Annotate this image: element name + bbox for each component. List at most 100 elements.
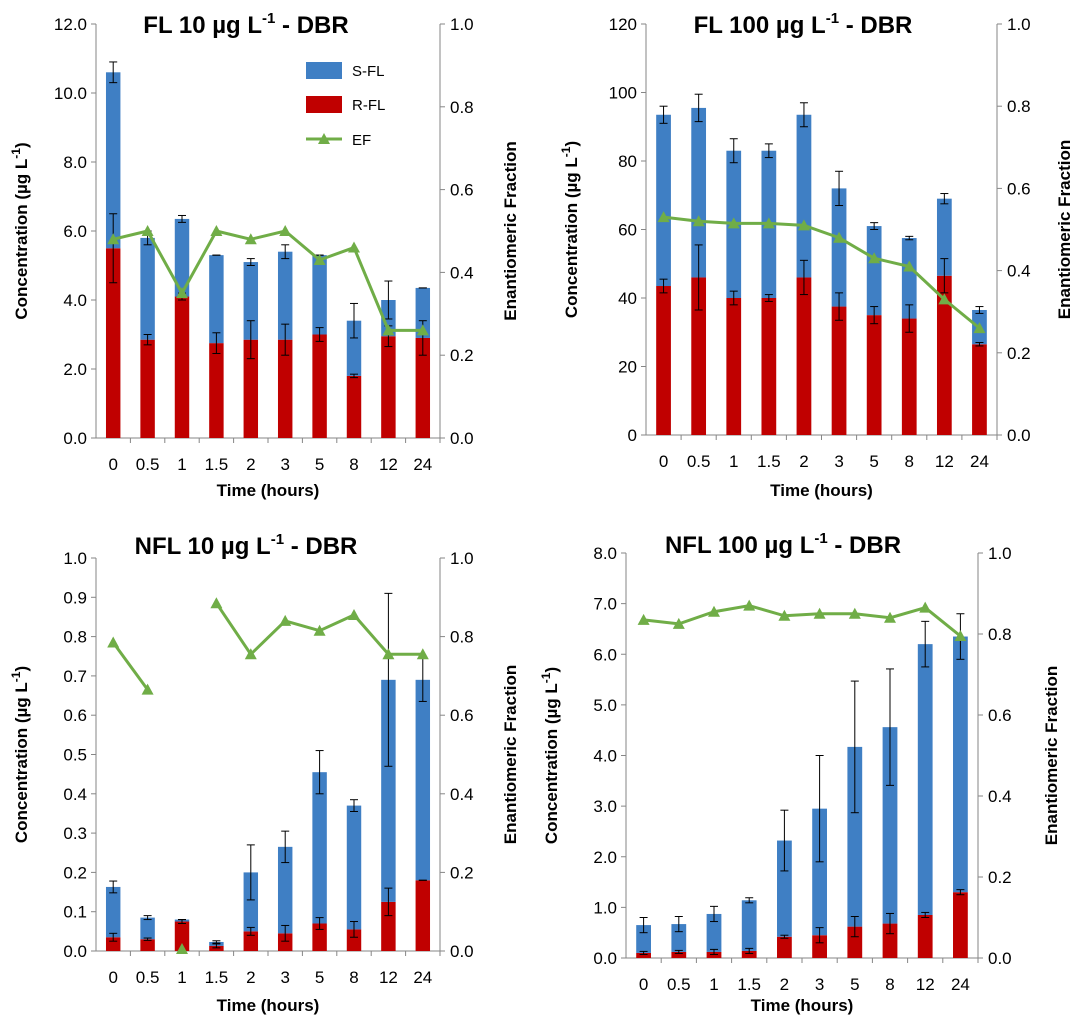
chart-title: FL 10 µg L-1 - DBR <box>143 10 348 39</box>
y-axis-label: Concentration (µg L-1) <box>539 667 561 844</box>
ef-marker <box>762 217 775 229</box>
ef-line <box>663 215 981 330</box>
bar-s-fl <box>831 188 847 307</box>
legend-marker-ef <box>318 133 330 144</box>
y-tick-label: 0.9 <box>63 588 87 607</box>
bar-r-fl <box>243 339 259 438</box>
y2-tick-label: 0.6 <box>450 181 474 200</box>
ef-marker <box>692 215 705 227</box>
y-tick-label: 4.0 <box>63 291 87 310</box>
x-tick-label: 1.5 <box>205 968 229 987</box>
x-tick-label: 0.5 <box>136 455 160 474</box>
bar-s-fl <box>243 872 259 932</box>
bar-r-fl <box>882 923 898 958</box>
y2-axis-label: Enantiomeric Fraction <box>501 665 520 844</box>
x-axis-label: Time (hours) <box>751 996 854 1015</box>
y-tick-label: 0.3 <box>63 824 87 843</box>
bar-s-fl <box>105 72 121 249</box>
ef-marker <box>176 943 188 955</box>
x-tick-label: 0 <box>659 452 668 471</box>
y-tick-label: 0.5 <box>63 746 87 765</box>
y-axis-label: Concentration (µg L-1) <box>9 142 31 319</box>
x-tick-label: 2 <box>246 968 255 987</box>
bar-s-fl <box>415 679 431 881</box>
chart-title-main: FL 10 µg L <box>143 12 262 39</box>
y-axis-label-main: Concentration (µg L <box>12 682 31 843</box>
x-tick-label: 3 <box>280 968 289 987</box>
y-tick-label: 0.7 <box>63 667 87 686</box>
ef-marker <box>778 609 791 621</box>
bar-r-fl <box>796 277 812 435</box>
ef-marker <box>210 597 223 609</box>
chart-title: FL 100 µg L-1 - DBR <box>694 10 913 39</box>
bar-r-fl <box>415 337 431 438</box>
y2-axis-label: Enantiomeric Fraction <box>1042 666 1061 845</box>
bar-s-fl <box>671 924 687 952</box>
x-tick-label: 0 <box>108 968 117 987</box>
bar-s-fl <box>741 900 757 951</box>
bar-r-fl <box>671 951 687 958</box>
y-tick-label: 0.1 <box>63 903 87 922</box>
y-axis-label-superscript: -1 <box>539 672 553 683</box>
x-tick-label: 0 <box>639 975 648 994</box>
y2-tick-label: 0.8 <box>450 628 474 647</box>
ef-marker <box>833 231 846 243</box>
bar-s-fl <box>936 198 952 276</box>
ef-marker <box>244 648 257 660</box>
bar-s-fl <box>706 913 722 952</box>
ef-marker <box>382 324 395 336</box>
x-tick-label: 8 <box>349 968 358 987</box>
legend-label-r-fl: R-FL <box>352 97 385 114</box>
y2-tick-label: 1.0 <box>450 549 474 568</box>
x-tick-label: 24 <box>951 975 970 994</box>
y-tick-label: 0.8 <box>63 628 87 647</box>
ef-marker <box>708 605 720 617</box>
y-tick-label: 3.0 <box>593 797 617 816</box>
y-axis-label-end: ) <box>542 667 561 673</box>
bar-r-fl <box>174 921 190 951</box>
ef-marker <box>244 233 257 245</box>
chart-title-main: NFL 100 µg L <box>665 532 814 559</box>
chart-title: NFL 100 µg L-1 - DBR <box>665 530 901 559</box>
y2-axis-label: Enantiomeric Fraction <box>501 141 520 320</box>
y2-tick-label: 1.0 <box>988 544 1012 563</box>
x-axis-label: Time (hours) <box>217 996 320 1015</box>
x-tick-label: 1 <box>177 968 186 987</box>
bar-r-fl <box>741 950 757 958</box>
x-tick-label: 8 <box>349 455 358 474</box>
y2-tick-label: 0.2 <box>450 863 474 882</box>
bar-s-fl <box>636 925 651 953</box>
chart-panel-3: NFL 100 µg L-1 - DBR0.01.02.03.04.05.06.… <box>539 530 1061 1015</box>
y-tick-label: 4.0 <box>593 747 617 766</box>
y-tick-label: 0.6 <box>63 706 87 725</box>
bar-r-fl <box>812 935 827 958</box>
bar-r-fl <box>415 880 431 951</box>
bar-r-fl <box>312 923 327 951</box>
ef-marker <box>141 683 154 695</box>
x-tick-label: 24 <box>970 452 989 471</box>
y2-tick-label: 0.8 <box>450 98 474 117</box>
bar-s-fl <box>901 238 917 319</box>
ef-line <box>643 604 962 638</box>
y-axis-label-superscript: -1 <box>9 148 23 159</box>
bar-r-fl <box>847 926 863 958</box>
bar-s-fl <box>847 746 863 927</box>
y-axis-label-end: ) <box>562 141 581 147</box>
y-axis-label: Concentration (µg L-1) <box>9 666 31 843</box>
bar-r-fl <box>381 336 396 438</box>
chart-panel-1: FL 100 µg L-1 - DBR0204060801001200.00.2… <box>559 10 1072 500</box>
y-axis-label-main: Concentration (µg L <box>12 159 31 320</box>
x-tick-label: 3 <box>815 975 824 994</box>
y-tick-label: 7.0 <box>593 595 617 614</box>
x-tick-label: 1 <box>729 452 738 471</box>
ef-marker <box>868 252 881 264</box>
x-tick-label: 2 <box>780 975 789 994</box>
x-tick-label: 8 <box>885 975 894 994</box>
bar-r-fl <box>636 952 651 958</box>
x-tick-label: 0.5 <box>667 975 691 994</box>
chart-panel-2: NFL 10 µg L-1 - DBR0.00.10.20.30.40.50.6… <box>9 531 520 1015</box>
bar-r-fl <box>972 344 987 435</box>
bar-r-fl <box>277 933 293 951</box>
ef-marker <box>348 608 360 620</box>
x-tick-label: 3 <box>280 455 289 474</box>
